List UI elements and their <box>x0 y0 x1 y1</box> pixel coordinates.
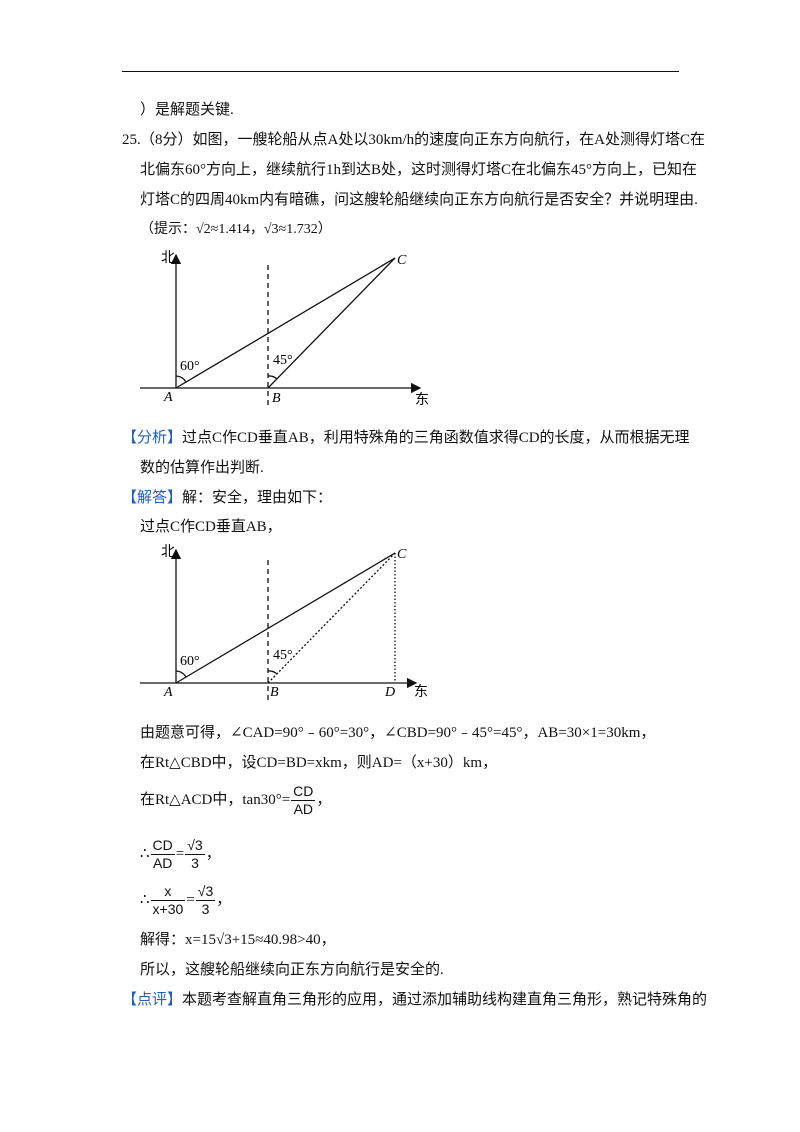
step-line: 在Rt△CBD中，设CD=BD=xkm，则AD=（x+30）km， <box>140 755 498 771</box>
text-line: ）是解题关键. <box>140 102 234 118</box>
label-east: 东 <box>415 392 429 408</box>
answer-intro: 解：安全，理由如下： <box>182 490 333 506</box>
numerator: CD <box>152 837 173 854</box>
angle-label: 45° <box>273 353 293 368</box>
segment-ac <box>175 552 396 684</box>
label-east: 东 <box>414 684 428 700</box>
answer-line: 【解答】解：安全，理由如下： <box>122 488 332 508</box>
analysis-tag: 【分析】 <box>122 430 183 446</box>
label-b: B <box>270 685 279 700</box>
denominator: 3 <box>195 900 216 918</box>
numerator: x <box>164 883 172 900</box>
question-line: 北偏东60°方向上，继续航行1h到达B处，这时测得灯塔C在北偏东45°方向上，已… <box>140 162 698 178</box>
step-line: ∴ CD AD = √3 3， <box>140 836 221 872</box>
header-rule <box>122 71 679 72</box>
analysis-text: 过点C作CD垂直AB，利用特殊角的三角函数值求得CD的长度，从而根据无理 <box>182 430 690 446</box>
hint: （提示：√2≈1.414，√3≈1.732） <box>140 222 332 237</box>
angle-arc <box>175 670 187 678</box>
equals: = <box>186 892 195 908</box>
label-d: D <box>384 685 395 700</box>
equals: = <box>175 846 185 862</box>
therefore: ∴ <box>140 892 150 908</box>
segment-bc <box>267 257 396 389</box>
comment-tag: 【点评】 <box>122 992 183 1008</box>
step-line: 所以，这艘轮船继续向正东方向航行是安全的. <box>140 962 444 978</box>
step-text: 在Rt△ACD中，tan30°= <box>140 792 291 808</box>
label-a: A <box>163 390 173 405</box>
fraction: CD AD <box>291 783 316 818</box>
fraction: √3 3 <box>195 883 216 918</box>
step-line: 在Rt△ACD中，tan30°= CD AD， <box>140 782 331 818</box>
question-number: 25. <box>122 132 141 148</box>
step-line: 解得：x=15√3+15≈40.98>40， <box>140 932 336 948</box>
angle-arc <box>267 375 278 380</box>
punct: ， <box>316 792 332 808</box>
figure-2 <box>140 548 418 700</box>
answer-step: 过点C作CD垂直AB， <box>140 519 282 535</box>
angle-label: 60° <box>180 654 200 669</box>
angle-arc <box>175 375 187 383</box>
figure-1 <box>140 253 422 405</box>
question-line: 灯塔C的四周40km内有暗礁，问这艘轮船继续向正东方向航行是否安全？并说明理由. <box>140 192 698 208</box>
denominator: AD <box>291 800 316 818</box>
comment-line: 【点评】本题考查解直角三角形的应用，通过添加辅助线构建直角三角形，熟记特殊角的 <box>122 990 707 1010</box>
label-north: 北 <box>161 544 175 560</box>
fraction: x x+30 <box>150 883 186 918</box>
angle-arc <box>267 670 278 675</box>
fraction: √3 3 <box>185 837 205 872</box>
punct: ， <box>205 846 221 862</box>
denominator: 3 <box>185 854 205 872</box>
numerator: √3 <box>187 837 203 854</box>
therefore: ∴ <box>140 846 150 862</box>
angle-label: 45° <box>273 648 293 663</box>
comment-text: 本题考查解直角三角形的应用，通过添加辅助线构建直角三角形，熟记特殊角的 <box>182 992 708 1008</box>
denominator: x+30 <box>150 900 186 918</box>
question-line: （8分）如图，一艘轮船从点A处以30km/h的速度向正东方向航行，在A处测得灯塔… <box>140 132 706 148</box>
analysis-line: 数的估算作出判断. <box>140 460 264 476</box>
punct: ， <box>216 892 232 908</box>
label-a: A <box>163 685 173 700</box>
label-c: C <box>397 253 407 268</box>
label-north: 北 <box>161 250 175 266</box>
angle-label: 60° <box>180 359 200 374</box>
fraction: CD AD <box>150 837 175 872</box>
answer-tag: 【解答】 <box>122 490 183 506</box>
numerator: √3 <box>197 883 214 900</box>
step-line: ∴ x x+30 = √3 3， <box>140 882 231 918</box>
label-c: C <box>397 547 407 562</box>
numerator: CD <box>293 783 314 800</box>
segment-bc <box>267 552 396 684</box>
label-b: B <box>272 391 281 406</box>
denominator: AD <box>150 854 175 872</box>
step-line: 由题意可得，∠CAD=90°﹣60°=30°，∠CBD=90°﹣45°=45°，… <box>140 725 656 741</box>
analysis-line: 【分析】过点C作CD垂直AB，利用特殊角的三角函数值求得CD的长度，从而根据无理 <box>122 428 690 448</box>
segment-ac <box>175 257 396 389</box>
